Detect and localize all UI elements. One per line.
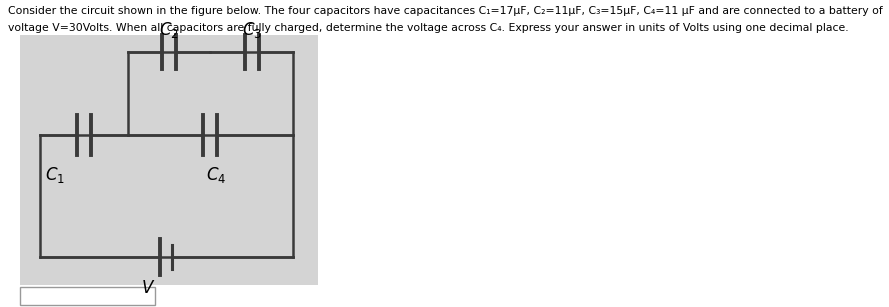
Text: $C_1$: $C_1$	[45, 165, 65, 185]
Text: Consider the circuit shown in the figure below. The four capacitors have capacit: Consider the circuit shown in the figure…	[8, 6, 883, 16]
Text: $C_3$: $C_3$	[242, 20, 261, 40]
Text: $C_4$: $C_4$	[205, 165, 226, 185]
Bar	[20, 287, 155, 305]
Bar	[20, 35, 318, 285]
Text: voltage V=30Volts. When all capacitors are fully charged, determine the voltage : voltage V=30Volts. When all capacitors a…	[8, 23, 849, 33]
Text: $C_2$: $C_2$	[159, 20, 180, 40]
Text: $V$: $V$	[141, 279, 156, 297]
